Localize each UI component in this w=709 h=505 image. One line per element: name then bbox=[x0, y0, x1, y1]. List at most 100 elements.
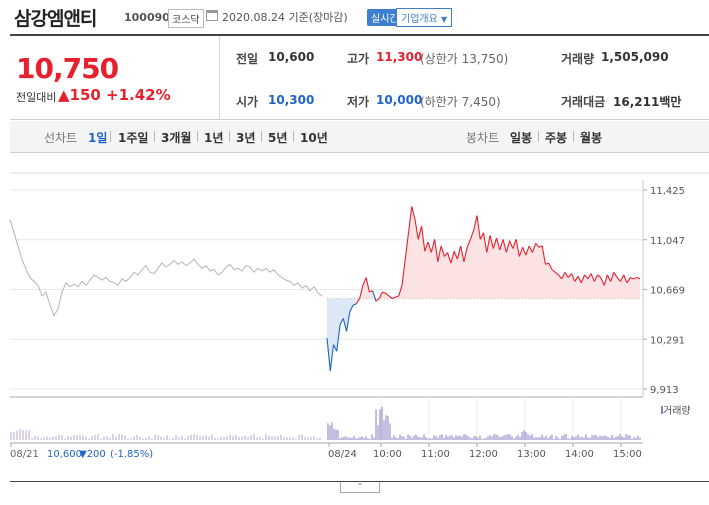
y-tick-label: 11,047 bbox=[650, 236, 685, 247]
series-today-segment bbox=[430, 239, 436, 253]
y-tick-label: 10,291 bbox=[650, 335, 685, 346]
series-today-segment bbox=[515, 239, 520, 257]
series-today-segment bbox=[359, 285, 364, 299]
series-today-segment bbox=[597, 274, 602, 278]
series-today-segment bbox=[479, 232, 484, 240]
series-today-segment bbox=[512, 239, 517, 249]
volume-label: 거래량 bbox=[561, 52, 595, 66]
series-today-segment bbox=[440, 245, 445, 257]
corp-info-dropdown[interactable]: 기업개요 ▼ bbox=[396, 8, 453, 27]
tab-3y[interactable]: 3년 bbox=[236, 131, 256, 145]
volume-legend-swatch bbox=[661, 406, 663, 414]
tab-weekly[interactable]: 주봉 bbox=[545, 131, 568, 145]
series-today-segment bbox=[466, 239, 471, 248]
series-today-segment bbox=[548, 262, 553, 270]
series-today-segment bbox=[577, 275, 582, 284]
series-today-segment bbox=[434, 239, 439, 262]
series-today-segment bbox=[460, 245, 465, 262]
series-today-segment bbox=[554, 271, 559, 276]
series-today-segment bbox=[329, 344, 335, 372]
change-percent: +1.42% bbox=[106, 86, 171, 104]
series-today-segment bbox=[571, 273, 576, 282]
series-today-segment bbox=[499, 239, 504, 251]
top-divider bbox=[10, 34, 709, 36]
series-today-segment bbox=[606, 274, 612, 282]
series-today-segment bbox=[443, 252, 449, 257]
series-today-segment bbox=[372, 290, 377, 302]
series-today-segment bbox=[375, 298, 380, 302]
footer-pct: (-1.85%) bbox=[110, 449, 153, 460]
series-today-segment bbox=[584, 274, 589, 280]
series-prev-day bbox=[9, 219, 323, 317]
series-today-segment bbox=[587, 273, 592, 280]
tab-separator bbox=[293, 131, 294, 142]
current-price: 10,750 bbox=[16, 52, 119, 85]
series-today-segment bbox=[388, 295, 393, 300]
footer-date: 08/21 bbox=[10, 449, 39, 460]
tab-5y[interactable]: 5년 bbox=[268, 131, 288, 145]
series-today-segment bbox=[619, 274, 625, 282]
series-today-segment bbox=[427, 241, 432, 253]
series-today-segment bbox=[623, 274, 628, 283]
market-badge: 코스닥 bbox=[168, 9, 204, 28]
x-tick-label: 10:00 bbox=[373, 449, 402, 460]
volume-value: 1,505,090 bbox=[601, 50, 669, 64]
series-today-segment bbox=[355, 298, 361, 305]
series-today-segment bbox=[463, 247, 468, 262]
series-today-segment bbox=[411, 206, 416, 220]
series-today-segment bbox=[636, 277, 641, 280]
series-today-segment bbox=[545, 262, 549, 265]
lower-limit: (하한가 7,450) bbox=[420, 95, 501, 109]
y-tick-label: 10,669 bbox=[650, 286, 685, 297]
series-today-segment bbox=[616, 277, 621, 282]
series-today-segment bbox=[551, 269, 556, 273]
series-today-segment bbox=[352, 303, 357, 306]
series-today-segment bbox=[424, 241, 429, 252]
up-area-fill bbox=[327, 206, 640, 299]
series-today-segment bbox=[561, 272, 566, 280]
amount-label: 거래대금 bbox=[561, 95, 606, 109]
tab-1w[interactable]: 1주일 bbox=[118, 131, 149, 145]
series-today-segment bbox=[417, 226, 423, 240]
tab-1d[interactable]: 1일 bbox=[88, 131, 108, 145]
tab-separator bbox=[197, 131, 198, 142]
series-today-segment bbox=[610, 272, 615, 282]
series-today-segment bbox=[502, 239, 507, 253]
series-today-segment bbox=[580, 274, 586, 283]
x-tick-label: 14:00 bbox=[565, 449, 594, 460]
series-today-segment bbox=[421, 226, 426, 252]
tab-separator bbox=[538, 131, 539, 142]
quote-divider bbox=[219, 36, 220, 120]
realtime-button[interactable]: 실시간 bbox=[367, 9, 403, 26]
series-today-segment bbox=[365, 277, 370, 293]
series-today-segment bbox=[476, 215, 481, 240]
series-today-segment bbox=[630, 277, 634, 280]
series-today-segment bbox=[401, 259, 406, 286]
upper-limit: (상한가 13,750) bbox=[420, 52, 509, 66]
expand-toggle[interactable]: ⌃ bbox=[340, 482, 380, 493]
series-today-segment bbox=[603, 274, 608, 286]
tab-separator bbox=[110, 131, 111, 142]
tab-daily[interactable]: 일봉 bbox=[510, 131, 533, 145]
quote-box bbox=[10, 36, 709, 120]
tab-monthly[interactable]: 월봉 bbox=[580, 131, 603, 145]
amount-unit: 백만 bbox=[659, 95, 682, 109]
chevron-down-icon: ▼ bbox=[441, 15, 448, 24]
volume-legend: 거래량 bbox=[663, 405, 691, 417]
series-today-segment bbox=[538, 245, 543, 248]
series-today-segment bbox=[404, 232, 410, 260]
series-today-segment bbox=[522, 247, 527, 256]
series-today-segment bbox=[535, 242, 540, 248]
x-tick-label: 08/24 bbox=[328, 449, 357, 460]
series-today-segment bbox=[505, 240, 511, 253]
tab-10y[interactable]: 10년 bbox=[300, 131, 328, 145]
series-today-segment bbox=[385, 292, 390, 297]
candle-chart-label: 봉차트 bbox=[466, 131, 500, 145]
series-today-segment bbox=[437, 245, 442, 262]
series-today-segment bbox=[392, 296, 396, 300]
tab-1y[interactable]: 1년 bbox=[204, 131, 224, 145]
series-today-segment bbox=[541, 245, 546, 265]
series-today-segment bbox=[633, 277, 637, 280]
period-tabs bbox=[10, 121, 709, 153]
tab-3m[interactable]: 3개월 bbox=[161, 131, 192, 145]
